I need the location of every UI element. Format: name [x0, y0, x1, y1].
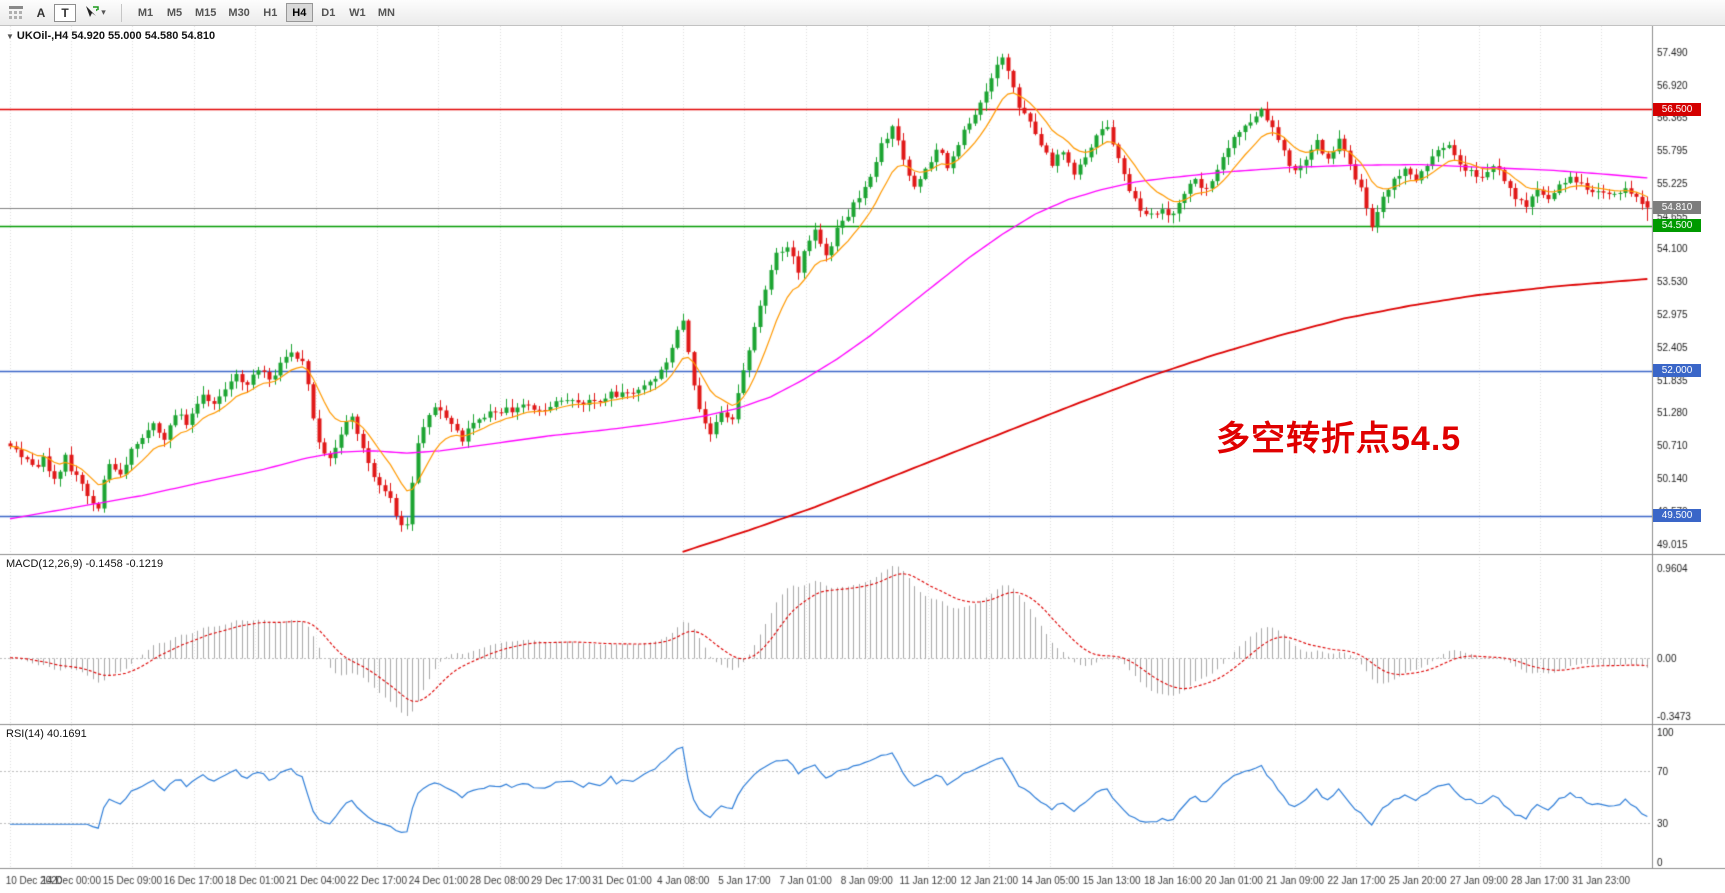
toolbar-separator [121, 3, 122, 22]
timeframe-button-H1[interactable]: H1 [257, 3, 284, 22]
chevron-down-icon: ▾ [101, 7, 106, 17]
timeframe-button-H4[interactable]: H4 [285, 3, 313, 22]
timeframe-button-D1[interactable]: D1 [315, 3, 342, 22]
chart-region: ▼ UKOil-,H4 54.920 55.000 54.580 54.810 M… [0, 26, 1725, 893]
text-tool-button[interactable]: T [54, 3, 76, 22]
cursor-arrows-icon [86, 6, 99, 17]
cursor-tool-button[interactable]: ▾ [78, 3, 112, 23]
timeframe-button-M5[interactable]: M5 [161, 3, 188, 22]
grid-icon [9, 5, 23, 19]
chart-list-icon[interactable] [4, 3, 28, 23]
timeframe-group: M1 M5 M15 M30 H1 H4 D1 W1 MN [131, 3, 401, 22]
timeframe-button-M15[interactable]: M15 [190, 3, 221, 22]
timeframe-button-MN[interactable]: MN [373, 3, 400, 22]
timeframe-button-M30[interactable]: M30 [223, 3, 254, 22]
timeframe-button-M1[interactable]: M1 [132, 3, 159, 22]
timeframe-button-W1[interactable]: W1 [344, 3, 371, 22]
annotate-a-button[interactable]: A [30, 3, 52, 23]
chart-canvas[interactable] [0, 26, 1725, 893]
toolbar: A T ▾ M1 M5 M15 M30 H1 H4 D1 W1 MN [0, 0, 1725, 26]
